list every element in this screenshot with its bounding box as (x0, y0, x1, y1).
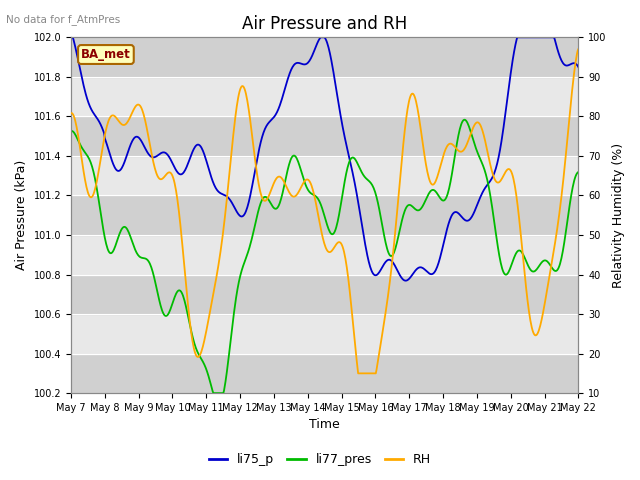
Bar (71, 354, 579, 393)
Bar (71, 116, 579, 156)
Text: BA_met: BA_met (81, 48, 131, 61)
Y-axis label: Air Pressure (kPa): Air Pressure (kPa) (15, 160, 28, 270)
Bar (71, 156, 579, 195)
Bar (71, 235, 579, 275)
Bar (71, 37, 579, 77)
Title: Air Pressure and RH: Air Pressure and RH (242, 15, 407, 33)
Bar (71, 195, 579, 235)
Text: No data for f_AtmPres: No data for f_AtmPres (6, 14, 121, 25)
Bar (71, 275, 579, 314)
Bar (71, 314, 579, 354)
Bar (71, 77, 579, 116)
Y-axis label: Relativity Humidity (%): Relativity Humidity (%) (612, 143, 625, 288)
X-axis label: Time: Time (309, 419, 340, 432)
Legend: li75_p, li77_pres, RH: li75_p, li77_pres, RH (204, 448, 436, 471)
